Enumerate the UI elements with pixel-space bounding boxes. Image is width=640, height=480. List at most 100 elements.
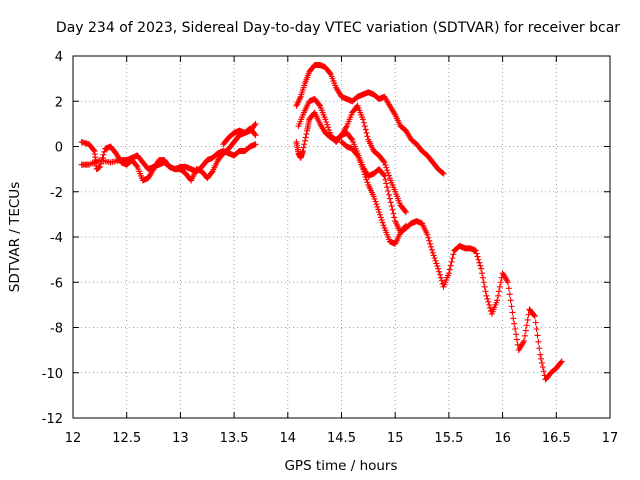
data-point bbox=[252, 120, 259, 127]
data-point bbox=[506, 291, 513, 298]
data-point bbox=[208, 169, 215, 176]
data-point bbox=[538, 355, 545, 362]
data-point bbox=[426, 237, 433, 244]
data-point bbox=[363, 129, 370, 136]
x-tick-label: 16 bbox=[494, 431, 511, 446]
data-point bbox=[433, 260, 440, 267]
y-tick-label: -10 bbox=[42, 367, 63, 382]
data-point bbox=[536, 345, 543, 352]
data-point bbox=[486, 301, 493, 308]
data-point bbox=[381, 172, 388, 179]
data-point bbox=[371, 195, 378, 202]
data-point bbox=[431, 255, 438, 262]
data-point bbox=[380, 171, 387, 178]
data-point bbox=[530, 312, 537, 319]
x-tick-label: 15.5 bbox=[434, 431, 463, 446]
data-point bbox=[302, 134, 309, 141]
data-point bbox=[434, 263, 441, 270]
x-tick-label: 17 bbox=[602, 431, 619, 446]
data-point bbox=[326, 69, 333, 76]
data-point bbox=[381, 159, 388, 166]
data-point bbox=[373, 201, 380, 208]
data-point bbox=[301, 141, 308, 148]
data-point bbox=[430, 252, 437, 259]
data-point bbox=[378, 217, 385, 224]
data-point bbox=[505, 285, 512, 292]
data-point bbox=[385, 169, 392, 176]
data-point bbox=[485, 298, 492, 305]
data-point bbox=[316, 101, 323, 108]
data-point bbox=[533, 326, 540, 333]
data-point bbox=[446, 266, 453, 273]
data-point bbox=[361, 123, 368, 130]
data-point bbox=[438, 277, 445, 284]
data-point bbox=[374, 203, 381, 210]
data-point bbox=[90, 146, 97, 153]
data-point bbox=[360, 168, 367, 175]
data-point bbox=[512, 326, 519, 333]
data-point bbox=[478, 265, 485, 272]
series-seg-b1 bbox=[293, 62, 447, 177]
y-tick-label: -12 bbox=[42, 412, 63, 427]
data-point bbox=[364, 179, 371, 186]
data-point bbox=[538, 359, 545, 366]
data-point bbox=[370, 193, 377, 200]
data-point bbox=[300, 144, 307, 151]
data-point bbox=[521, 338, 528, 345]
data-point bbox=[424, 231, 431, 238]
data-point bbox=[385, 187, 392, 194]
data-point bbox=[472, 247, 479, 254]
data-point bbox=[523, 322, 530, 329]
data-point bbox=[252, 132, 259, 139]
series-seg-b3 bbox=[293, 109, 565, 383]
data-point bbox=[100, 151, 107, 158]
data-point bbox=[97, 160, 104, 167]
data-point bbox=[402, 223, 409, 230]
data-point bbox=[425, 234, 432, 241]
y-tick-label: -8 bbox=[50, 322, 63, 337]
data-point bbox=[101, 148, 108, 155]
data-point bbox=[450, 251, 457, 258]
data-point bbox=[96, 163, 103, 170]
data-point bbox=[390, 210, 397, 217]
data-point bbox=[388, 203, 395, 210]
data-point bbox=[303, 131, 310, 138]
data-point bbox=[429, 249, 436, 256]
series-seg-b4 bbox=[338, 138, 409, 247]
data-point bbox=[532, 319, 539, 326]
data-point bbox=[479, 270, 486, 277]
data-point bbox=[473, 250, 480, 257]
data-point bbox=[481, 283, 488, 290]
series-seg-a2 bbox=[78, 141, 259, 175]
data-point bbox=[376, 211, 383, 218]
data-point bbox=[322, 116, 329, 123]
data-point bbox=[445, 270, 452, 277]
data-point bbox=[325, 124, 332, 131]
data-point bbox=[439, 169, 446, 176]
y-tick-label: -4 bbox=[50, 231, 63, 246]
data-point bbox=[380, 158, 387, 165]
data-point bbox=[384, 167, 391, 174]
data-point bbox=[521, 332, 528, 339]
data-point bbox=[382, 176, 389, 183]
data-point bbox=[524, 316, 531, 323]
data-point bbox=[513, 331, 520, 338]
data-point bbox=[557, 359, 564, 366]
data-point bbox=[377, 214, 384, 221]
x-tick-label: 13.5 bbox=[220, 431, 249, 446]
data-point bbox=[496, 283, 503, 290]
data-point bbox=[435, 265, 442, 272]
data-point bbox=[385, 191, 392, 198]
data-point bbox=[360, 119, 367, 126]
data-point bbox=[508, 303, 515, 310]
x-tick-label: 16.5 bbox=[542, 431, 571, 446]
data-point bbox=[437, 274, 444, 281]
data-point bbox=[477, 262, 484, 269]
data-point bbox=[428, 243, 434, 250]
data-point bbox=[376, 209, 383, 216]
x-axis-label: GPS time / hours bbox=[284, 458, 397, 474]
data-point bbox=[496, 288, 503, 295]
data-point bbox=[436, 271, 443, 278]
data-point bbox=[372, 198, 379, 205]
data-point bbox=[299, 148, 306, 155]
